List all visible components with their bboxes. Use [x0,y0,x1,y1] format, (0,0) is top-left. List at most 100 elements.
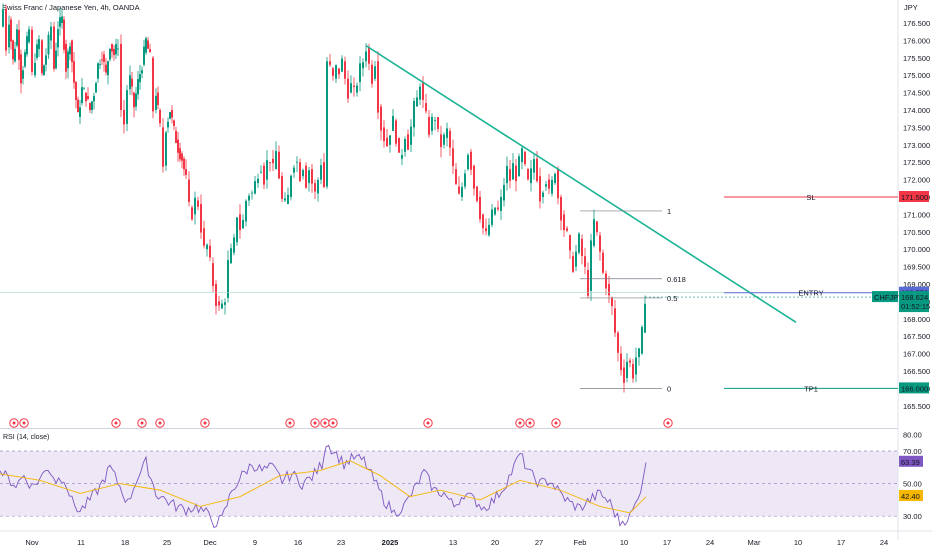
fib-level-label: 0.618 [667,275,686,284]
candle-body [155,95,157,110]
y-tick-label: 174.000 [903,106,930,115]
candle-body [287,194,289,204]
candle-body [14,48,16,62]
candle-body [464,173,466,187]
x-tick-label: 20 [491,538,499,547]
candle-body [425,103,427,112]
candle-body [431,116,433,131]
flag-event-icon-dot [12,421,16,425]
candle-body [638,348,640,358]
candle-body [53,26,55,69]
candle-body [617,332,619,353]
candle-body [159,110,161,124]
candle-body [91,101,93,110]
candle-body [55,50,57,69]
candle-body [99,64,101,66]
candle-body [299,162,301,182]
x-tick-label: 13 [449,538,457,547]
candle-body [167,121,169,128]
candle-body [209,245,211,258]
candle-body [143,46,145,65]
sl-price-tag [899,191,929,202]
candle-body [227,260,229,298]
candle-body [281,176,283,199]
candle-body [629,360,631,363]
candle-body [416,97,418,107]
candle-body [79,107,81,117]
candle-body [389,135,391,145]
candle-body [248,195,250,201]
candle-body [41,40,43,74]
candle-body [191,207,193,220]
candle-body [188,179,190,203]
flag-event-icon-dot [426,421,430,425]
rsi-tick-label: 80.00 [903,431,922,440]
candle-body [260,171,262,173]
candle-body [272,158,274,164]
candle-body [103,54,105,62]
candle-body [31,29,33,72]
candle-body [344,61,346,79]
x-tick-label: 17 [837,538,845,547]
candle-body [230,248,232,264]
candle-body [123,110,125,125]
candle-body [109,48,111,60]
candle-body [347,78,349,99]
candle-body [539,176,541,202]
candle-body [67,51,69,69]
candle-body [284,198,286,201]
sl-price-tag-text: 171.500 [901,193,928,202]
flag-event-icon-dot [22,421,26,425]
candle-body [443,134,445,145]
candle-body [410,126,412,145]
candle-body [524,151,526,165]
candle-body [12,40,14,60]
candle-body [117,48,119,50]
candle-body [566,228,568,231]
candle-body [530,168,532,184]
x-tick-label: 24 [706,538,714,547]
candle-body [476,186,478,201]
candle-body [173,120,175,127]
candle-body [194,197,196,215]
rsi-band-fill [0,451,898,517]
candle-body [470,151,472,170]
candle-body [75,82,77,100]
candle-body [494,207,496,215]
candle-body [335,65,337,79]
candle-body [93,95,95,102]
candle-body [548,179,550,189]
candle-body [185,169,187,175]
flag-event-icon-dot [331,421,335,425]
candle-body [257,178,259,184]
tp1-label: TP1 [804,384,818,393]
candle-body [197,200,199,207]
candle-body [59,17,61,27]
candle-body [269,162,271,163]
y-tick-label: 175.500 [903,54,930,63]
flag-event-icon-dot [518,421,522,425]
candle-body [428,116,430,135]
x-tick-label: Nov [25,538,39,547]
candle-body [71,40,73,62]
current-price-tag [899,291,929,313]
fib-level-label: 1 [667,207,671,216]
candle-body [145,38,147,53]
y-tick-label: 169.500 [903,263,930,272]
countdown-text: 01:52:15 [901,302,930,311]
candle-body [341,58,343,72]
y-tick-label: 170.500 [903,228,930,237]
trend-line [365,44,797,323]
candle-body [36,44,38,58]
candle-body [392,115,394,131]
candle-body [2,9,4,27]
candle-body [599,235,601,252]
candle-body [239,214,241,231]
candle-body [560,197,562,221]
candle-body [63,19,65,50]
x-tick-label: 25 [163,538,171,547]
candle-body [503,184,505,201]
candle-body [317,180,319,194]
candle-body [177,139,179,153]
